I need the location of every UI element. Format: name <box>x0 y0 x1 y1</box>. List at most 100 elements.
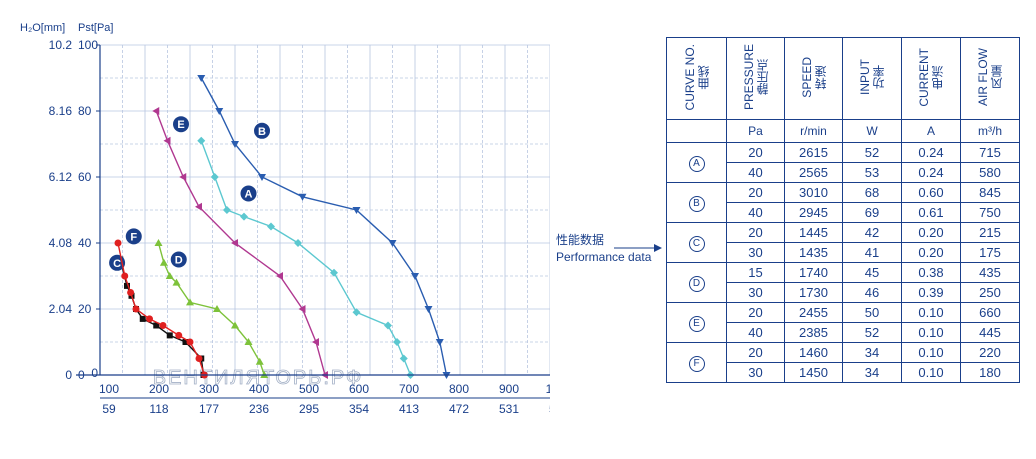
table-cell: 20 <box>726 222 785 243</box>
y-tick-label-pa: 0 <box>78 368 85 382</box>
table-header-row: CURVE NO. 曲线 PRESSURE 静压点 SPEED 转速 INPUT 功率 CURR… <box>666 37 1020 120</box>
table-cell: 435 <box>960 262 1020 283</box>
table-cell: 660 <box>960 302 1020 323</box>
data-point <box>197 75 206 82</box>
x-tick-label-zero: 0 <box>91 366 98 380</box>
data-point <box>388 240 397 247</box>
table-cell: 0.20 <box>901 242 961 263</box>
table-header-cell: PRESSURE 静压点 <box>726 37 785 120</box>
table-unit-cell: Pa <box>726 119 785 143</box>
data-point <box>159 258 168 266</box>
table-cell: 68 <box>842 182 902 203</box>
data-point <box>222 206 231 214</box>
data-point <box>186 298 194 306</box>
data-point <box>411 273 419 280</box>
y-axis-title-mm: H₂O[mm] <box>20 22 65 34</box>
data-point <box>166 332 173 339</box>
series-label-badge <box>170 251 187 268</box>
series-b: B <box>197 75 451 379</box>
x-tick-label-m3h: 900 <box>499 382 519 396</box>
y-tick-label-pa: 100 <box>78 38 98 52</box>
table-cell: 715 <box>960 142 1020 163</box>
table-row: F 20 1460 34 0.10 220 <box>666 342 1020 383</box>
data-point <box>210 173 219 181</box>
series-label-badge <box>173 116 189 133</box>
data-point <box>352 308 361 317</box>
curve-symbol-cell: F <box>666 342 727 383</box>
data-point <box>435 339 444 346</box>
y-tick-label-mm: 10.2 <box>49 38 73 52</box>
series-label-badge <box>254 122 270 139</box>
data-point <box>154 239 163 246</box>
x-tick-label-cfm: 59 <box>102 402 116 416</box>
curve-symbol: C <box>688 235 705 252</box>
data-point <box>312 338 319 346</box>
table-row: C 20 1445 42 0.20 215 <box>666 222 1020 263</box>
table-cell: 0.10 <box>901 302 961 323</box>
table-row: 30 1730 46 0.39 250 <box>667 282 1020 303</box>
data-point <box>159 322 167 329</box>
chart-grid <box>100 44 550 375</box>
table-cell: 2565 <box>784 162 843 183</box>
table-cell: 15 <box>726 262 785 283</box>
table-header-cell: CURRENT 电流 <box>901 37 961 120</box>
x-tick-label-m3h: 100 <box>99 382 119 396</box>
series-label-badge <box>125 228 142 245</box>
data-point <box>195 355 203 362</box>
data-point <box>124 282 130 289</box>
series-label-badge <box>240 185 257 202</box>
fan-performance-chart: ВЕНТИЛЯТОРЬ.РФ ABC DEF 10010.2808.16606.1… <box>20 22 550 416</box>
data-point <box>182 339 189 345</box>
series-label: C <box>113 258 121 270</box>
y-tick-label-pa: 80 <box>78 104 92 118</box>
series-f: F <box>114 228 208 379</box>
table-cell: 580 <box>960 162 1020 183</box>
table-cell: 69 <box>842 202 902 223</box>
y-tick-label-mm: 4.08 <box>49 236 73 250</box>
table-row: 30 1435 41 0.20 175 <box>667 242 1020 263</box>
data-point <box>146 315 153 323</box>
x-tick-label-cfm: 118 <box>149 402 168 416</box>
table-row: 40 2945 69 0.61 750 <box>667 202 1020 223</box>
data-point <box>330 268 338 277</box>
table-cell: 42 <box>842 222 902 243</box>
table-cell: 1445 <box>784 222 843 243</box>
table-header-cell: CURVE NO. 曲线 <box>666 37 727 120</box>
table-cell: 30 <box>726 282 785 303</box>
series-line-d <box>157 242 265 376</box>
data-point <box>121 272 129 280</box>
x-tick-label-cfm: 236 <box>249 402 269 416</box>
table-cell: 45 <box>842 262 902 283</box>
series-e: E <box>152 107 328 379</box>
curve-symbol: A <box>688 155 705 172</box>
table-cell: 0.39 <box>901 282 961 303</box>
header-cn: 风量 <box>990 65 1004 89</box>
data-point <box>267 222 275 231</box>
table-cell: 30 <box>726 242 785 263</box>
curve-symbol-cell: C <box>666 222 727 263</box>
table-cell: 20 <box>726 142 785 163</box>
data-point <box>172 278 181 286</box>
table-cell: 845 <box>960 182 1020 203</box>
table-cell: 0.10 <box>901 362 961 383</box>
y-tick-label-mm: 2.04 <box>49 302 73 316</box>
table-row: 30 1450 34 0.10 180 <box>667 362 1020 383</box>
y-tick-label-pa: 20 <box>78 302 92 316</box>
data-point <box>163 136 171 145</box>
performance-label-cn: 性能数据 <box>556 233 605 247</box>
x-tick-label-m3h: 600 <box>349 382 369 396</box>
x-tick-label-cfm: 590 <box>549 402 550 416</box>
x-tick-label-cfm: 472 <box>449 402 469 416</box>
series-a: A <box>197 136 415 379</box>
x-tick-label-cfm: 354 <box>349 402 369 416</box>
data-point <box>231 239 238 247</box>
data-point <box>197 136 206 145</box>
data-point <box>294 239 302 247</box>
data-point <box>298 193 307 201</box>
y-tick-label-mm: 6.12 <box>49 170 73 184</box>
data-point <box>399 354 408 363</box>
data-point <box>139 315 146 322</box>
curve-symbol-cell: D <box>666 262 727 303</box>
table-unit-cell: m³/h <box>960 119 1020 143</box>
data-point <box>132 305 140 313</box>
